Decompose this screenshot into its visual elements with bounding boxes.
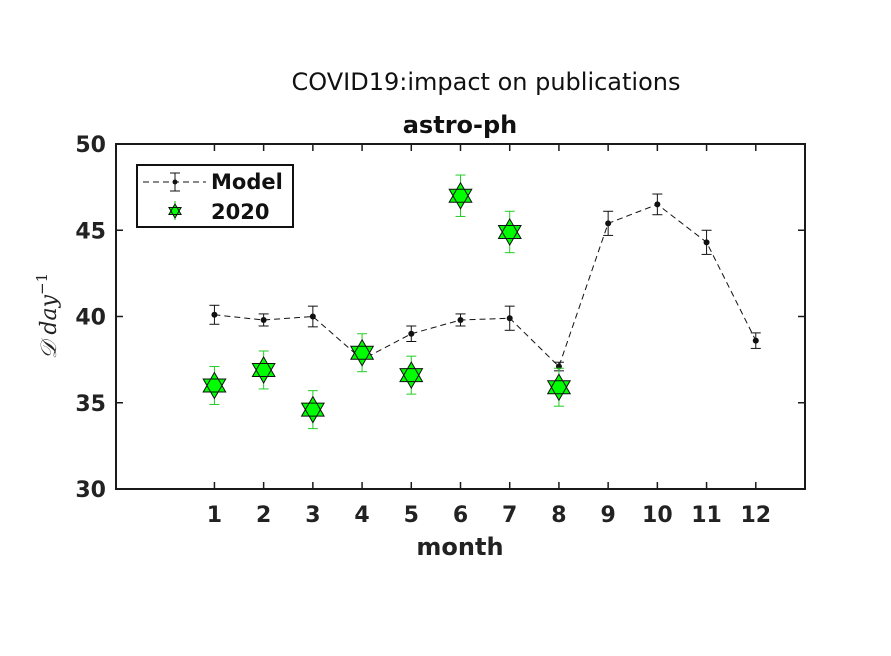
2020-point [448,181,473,210]
y-axis-label: 𝒟 day−1 [33,273,62,359]
legend: Model 2020 [136,164,294,228]
model-point [260,316,267,323]
chart-title: astro-ph [403,111,518,139]
legend-2020-label: 2020 [211,200,269,224]
legend-2020-marker [168,203,182,219]
model-point [752,337,759,344]
model-series [209,193,761,372]
model-point [605,220,612,227]
model-point [309,313,316,320]
legend-model-marker [172,179,178,185]
x-tick-label: 2 [256,503,271,528]
plot-frame [115,143,806,490]
x-axis-label: month [416,533,503,561]
x-tick-label: 5 [404,503,419,528]
y-tick-label: 50 [75,133,106,158]
x-tick-label: 11 [691,503,722,528]
x-tick-label: 1 [207,503,222,528]
2020-point [497,217,522,247]
model-point [506,315,513,322]
x-tick-label: 6 [453,503,468,528]
x-tick-label: 4 [354,503,369,528]
chart-supertitle: COVID19:impact on publications [292,68,681,96]
x-tick-label: 12 [740,503,771,528]
y-tick-label: 30 [75,478,106,503]
y-axis-label-group: 𝒟 day−1 [33,273,62,359]
2020-point [202,371,227,400]
model-point [408,330,415,337]
2020-point [300,395,325,424]
series-2020 [202,174,572,430]
2020-point [251,355,276,385]
2020-point [546,373,572,402]
x-tick-label: 3 [305,503,320,528]
y-tick-label: 45 [75,219,106,244]
y-tick-label: 40 [75,306,106,331]
x-tick-label: 7 [502,503,517,528]
2020-point [399,361,424,390]
y-tick-label: 35 [75,392,106,417]
x-tick-label: 8 [551,503,566,528]
model-point [703,239,710,246]
model-point [211,311,218,318]
legend-box [136,164,294,228]
x-tick-label: 10 [642,503,673,528]
model-point [654,201,661,208]
model-line [214,203,757,368]
model-point [457,316,464,323]
legend-model-label: Model [211,170,283,194]
x-tick-label: 9 [600,503,615,528]
2020-point [349,338,375,367]
